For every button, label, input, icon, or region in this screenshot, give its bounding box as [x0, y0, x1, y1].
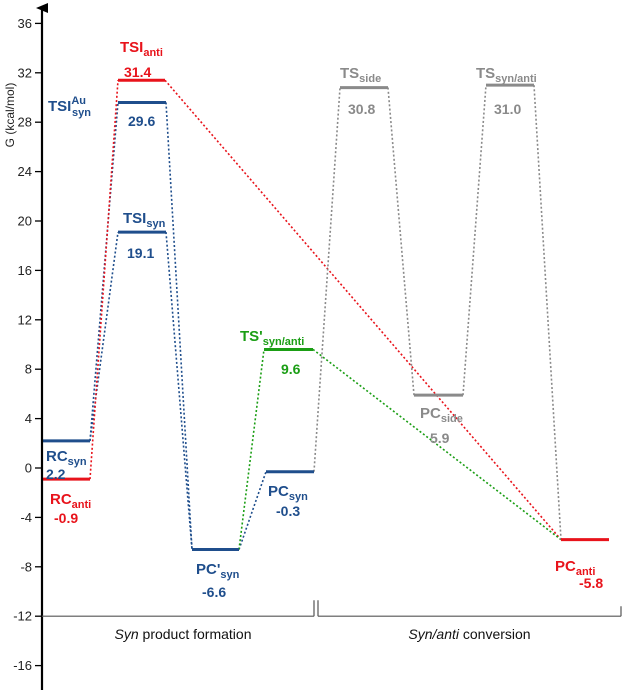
state-value-TSpsynanti: 9.6 [281, 361, 301, 377]
state-value-TSside: 30.8 [348, 101, 375, 117]
state-label-TSpsynanti: TS'syn/anti [240, 328, 304, 348]
y-tick-label: -8 [20, 559, 32, 574]
state-label-TSIAusyn: TSIAu syn [48, 95, 91, 119]
y-tick-label: 16 [18, 263, 32, 278]
y-axis-title: G (kcal/mol) [3, 83, 17, 148]
state-label-PCanti: PCanti [555, 558, 595, 578]
y-tick-label: 36 [18, 16, 32, 31]
state-label-PCside: PCside [420, 405, 463, 425]
y-axis: 36 32 28 24 20 16 12 8 4 0 -4 -8 -12 -16 G (kcal/mol) [3, 3, 48, 690]
y-tick-label: 8 [25, 362, 32, 377]
y-tick-label: 24 [18, 164, 32, 179]
energy-levels [43, 78, 609, 552]
connector-PCpsyn-PCsyn [238, 471, 267, 550]
state-value-PCpsyn: -6.6 [202, 584, 226, 600]
state-value-TSIsyn: 19.1 [127, 245, 154, 261]
connector-PCside-TSsynanti [462, 85, 487, 396]
section-brackets: Syn product formation Syn/anti conversion [42, 600, 622, 642]
state-value-TSIanti: 31.4 [124, 64, 151, 80]
state-label-PCsyn: PCsyn [268, 483, 308, 503]
connector-TSside-PCside [387, 87, 415, 396]
state-label-TSsynanti: TSsyn/anti [476, 65, 537, 85]
connector-RCanti-TSIanti [89, 80, 119, 480]
connector-TSIsyn-PCpsyn [165, 232, 193, 550]
y-tick-label: -16 [13, 658, 32, 673]
y-tick-label: 12 [18, 312, 32, 327]
y-tick-label: 32 [18, 65, 32, 80]
connector-TSpsynanti-PCanti [312, 348, 562, 541]
section-label-0: Syn product formation [115, 626, 252, 642]
y-tick-label: 4 [25, 411, 32, 426]
connector-TSsynanti-PCanti [533, 85, 562, 540]
y-tick-label: 20 [18, 214, 32, 229]
y-tick-label: 28 [18, 115, 32, 130]
section-bracket-1 [317, 600, 622, 617]
section-bracket-0 [42, 600, 315, 617]
state-value-PCside: 5.9 [430, 430, 450, 446]
state-value-PCanti: -5.8 [579, 575, 603, 591]
state-label-PCpsyn: PC'syn [196, 561, 240, 581]
y-tick-label: -4 [20, 510, 32, 525]
y-tick-label: -12 [13, 609, 32, 624]
state-value-RCsyn: 2.2 [46, 466, 66, 482]
state-label-TSIanti: TSIanti [120, 39, 163, 59]
state-label-RCanti: RCanti [50, 491, 91, 511]
section-label-1: Syn/anti conversion [408, 626, 530, 642]
y-tick-label: 0 [25, 461, 32, 476]
connector-lines [89, 79, 562, 550]
connector-RCsyn-TSIAusyn [89, 102, 119, 441]
state-value-TSIAusyn: 29.6 [128, 113, 155, 129]
state-value-PCsyn: -0.3 [276, 503, 300, 519]
state-label-RCsyn: RCsyn [46, 448, 87, 468]
connector-TSIanti-PCanti [164, 79, 562, 541]
connector-PCsyn-TSside [313, 87, 341, 472]
state-value-TSsynanti: 31.0 [494, 101, 521, 117]
state-label-TSside: TSside [340, 65, 381, 85]
connector-TSIAusyn-PCpsyn [165, 102, 193, 550]
state-value-RCanti: -0.9 [54, 510, 78, 526]
state-label-TSIsyn: TSIsyn [123, 210, 166, 230]
connector-PCpsyn-TSpsynanti [238, 349, 265, 550]
